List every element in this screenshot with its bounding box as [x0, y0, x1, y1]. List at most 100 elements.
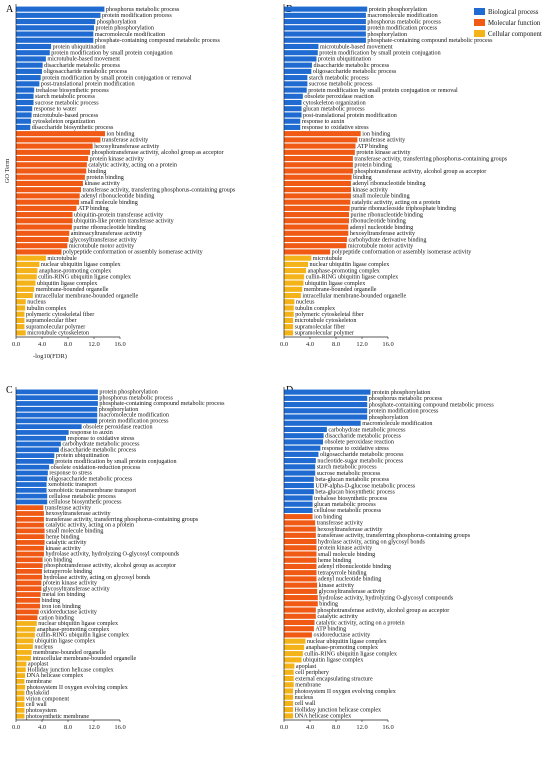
legend-entry: Molecular function — [488, 20, 541, 27]
bar — [284, 50, 318, 56]
bar-label: phosphorus metabolic process — [367, 19, 441, 25]
bar-label: apoplast — [296, 664, 317, 670]
bar-label: anaphase-promoting complex — [306, 645, 378, 651]
panel-letter: C — [6, 385, 13, 396]
bar-label: ubiquitin ligase complex — [37, 281, 97, 287]
bar-label: cullin-RING ubiquitin ligase complex — [36, 633, 129, 639]
x-tick-label: 8.0 — [64, 341, 72, 348]
bar-label: nuclear ubiquitin ligase complex — [307, 639, 387, 645]
bar-label: phosphorylation — [99, 407, 139, 413]
bar — [284, 180, 351, 187]
bar — [284, 330, 294, 336]
bar-label: disaccharide biosynthetic process — [32, 125, 114, 131]
bar — [16, 563, 43, 568]
bar-label: small molecule binding — [318, 552, 375, 558]
bar — [284, 507, 313, 513]
bar — [16, 212, 73, 218]
bar — [16, 568, 42, 574]
bar — [284, 607, 316, 613]
bar — [16, 193, 80, 199]
bar-label: polypeptide conformation or assembly iso… — [332, 249, 473, 256]
bar — [284, 408, 368, 414]
bar — [16, 305, 26, 311]
bar — [16, 406, 98, 412]
bar — [16, 174, 85, 180]
bar — [284, 75, 308, 81]
bar-label: cytoskeleton organization — [303, 100, 366, 106]
bar-label: cullin-RING ubiquitin ligase complex — [306, 275, 399, 281]
bar-label: polymeric cytoskeletal fiber — [295, 311, 363, 318]
bar — [284, 707, 294, 713]
bar — [16, 684, 26, 690]
bar — [16, 661, 27, 667]
bar — [284, 93, 303, 99]
bar-label: xenobiotic transmembrane transport — [48, 488, 136, 494]
bar — [16, 626, 36, 632]
bar — [284, 81, 308, 87]
bar-label: microtubule — [313, 256, 343, 262]
x-tick-label: 12.0 — [88, 341, 99, 348]
x-tick-label: 16.0 — [382, 341, 393, 348]
bar-label: protein modification by small protein co… — [55, 458, 176, 465]
bar — [16, 143, 93, 149]
bar-label: cell periphery — [295, 670, 330, 676]
bar-label: phosphate-containing compound metabolic … — [369, 402, 495, 408]
bar — [284, 87, 307, 93]
bar-label: carbohydrate metabolic process — [62, 442, 140, 448]
bar — [16, 155, 89, 162]
bar — [16, 638, 34, 644]
bar-label: protein kinase activity — [43, 581, 98, 587]
bar — [16, 205, 77, 211]
bar — [284, 205, 350, 211]
bar-label: oligosaccharide metabolic process — [44, 69, 128, 75]
bar — [284, 268, 307, 274]
legend-swatch — [474, 30, 485, 37]
bar-label: small molecule binding — [46, 529, 103, 535]
bar-label: hydrolase activity, acting on glycosyl b… — [44, 575, 152, 581]
bar — [16, 218, 73, 224]
bar — [16, 180, 83, 187]
bar — [284, 420, 361, 426]
legend-entry: Cellular component — [488, 31, 542, 38]
x-tick-label: 0.0 — [12, 724, 20, 731]
bar-label: hydrolase activity, acting on glycosyl b… — [318, 539, 426, 545]
bar-label: carbohydrate derivative binding — [349, 237, 427, 243]
bar — [284, 255, 312, 261]
bar — [284, 212, 349, 218]
bar-label: protein phosphorylation — [96, 26, 154, 32]
bar-label: beta-glucan metabolic process — [315, 477, 389, 483]
bar — [284, 389, 371, 395]
bar-label: polypeptide conformation or assembly iso… — [63, 249, 204, 256]
bar — [284, 243, 347, 249]
bar — [284, 439, 323, 445]
bar — [16, 199, 80, 205]
bar — [284, 458, 316, 464]
bar-label: obsolete oxidation-reduction process — [51, 465, 141, 471]
bar-label: purine ribonucleoside triphosphate bindi… — [351, 206, 456, 212]
bar-label: phosphate-containing compound metabolic … — [367, 38, 493, 44]
legend-swatch — [474, 8, 485, 15]
bar — [284, 124, 301, 130]
bar — [284, 274, 305, 280]
bar-label: hexosyltransferase activity — [45, 510, 111, 517]
bar — [16, 75, 41, 81]
bar-label: microtubule motor activity — [348, 244, 414, 250]
bar-label: photosystem II oxygen evolving complex — [295, 689, 396, 695]
bar — [284, 451, 319, 457]
bar — [284, 168, 353, 174]
bar — [284, 112, 302, 118]
bar — [284, 106, 302, 112]
bar-label: oligosaccharide metabolic process — [49, 476, 133, 482]
bar-label: oxidoreductase activity — [40, 610, 98, 616]
bar-label: protein modification process — [369, 408, 439, 415]
bar — [284, 37, 366, 43]
bar — [16, 603, 41, 609]
bar-label: transferase activity — [359, 137, 406, 144]
bar-label: ATP binding — [78, 206, 109, 212]
bar-label: oxidoreductase activity — [313, 633, 371, 639]
bar — [16, 441, 61, 447]
bar — [284, 99, 302, 106]
bar — [284, 286, 303, 292]
